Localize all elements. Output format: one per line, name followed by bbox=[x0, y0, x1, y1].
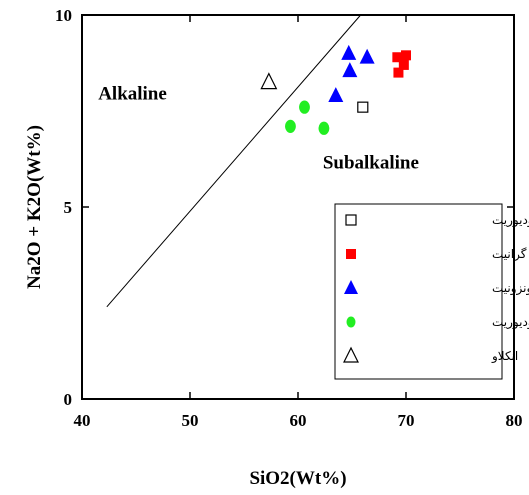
data-point-s1-p2 bbox=[398, 59, 409, 70]
y-tick-label: 5 bbox=[64, 198, 73, 217]
x-tick-label: 50 bbox=[182, 411, 199, 430]
legend-marker-4 bbox=[343, 346, 359, 363]
legend-marker-3 bbox=[346, 316, 356, 328]
x-tick-label: 40 bbox=[74, 411, 91, 430]
data-point-s3-p0 bbox=[299, 100, 310, 114]
legend-marker-1 bbox=[346, 249, 356, 259]
data-point-s2-p3 bbox=[328, 87, 344, 103]
legend-marker-2 bbox=[344, 280, 358, 294]
x-tick-label: 80 bbox=[506, 411, 523, 430]
data-point-s2-p0 bbox=[341, 44, 357, 60]
data-point-s2-p2 bbox=[342, 62, 358, 78]
legend-label-2: کوارتزمونزونیت bbox=[492, 281, 529, 296]
series-3-points bbox=[285, 100, 330, 135]
x-tick-label: 60 bbox=[290, 411, 307, 430]
y-tick-label: 10 bbox=[55, 6, 72, 25]
series-1-points bbox=[392, 50, 411, 78]
data-point-s3-p1 bbox=[285, 119, 296, 133]
field-label-subalkaline: Subalkaline bbox=[323, 153, 419, 174]
legend-label-3: مونزودیوریت bbox=[492, 315, 529, 330]
series-2-points bbox=[328, 44, 375, 103]
data-point-s0-p0 bbox=[357, 101, 369, 113]
series-0-points bbox=[357, 101, 369, 113]
alkaline-subalkaline-boundary-line bbox=[106, 14, 362, 308]
series-4-points bbox=[260, 72, 278, 90]
legend-box bbox=[334, 203, 503, 380]
field-label-alkaline: Alkaline bbox=[98, 83, 167, 104]
data-point-s3-p2 bbox=[318, 121, 330, 135]
legend-label-0: کوارتزمونزودیوریت bbox=[492, 213, 529, 228]
data-point-s1-p3 bbox=[393, 67, 404, 78]
legend-marker-0 bbox=[345, 214, 357, 226]
data-point-s1-p1 bbox=[401, 50, 411, 61]
data-point-s2-p1 bbox=[359, 48, 375, 64]
data-point-s1-p0 bbox=[392, 52, 403, 63]
y-axis-title: Na2O + K2O(Wt%) bbox=[24, 125, 45, 289]
legend-label-1: گرانیت bbox=[492, 247, 527, 262]
legend-label-4: انکلاو bbox=[491, 349, 518, 364]
data-point-s4-p0 bbox=[260, 72, 278, 90]
x-axis-title: SiO2(Wt%) bbox=[249, 468, 346, 489]
x-tick-label: 70 bbox=[398, 411, 415, 430]
y-tick-label: 0 bbox=[64, 390, 73, 409]
